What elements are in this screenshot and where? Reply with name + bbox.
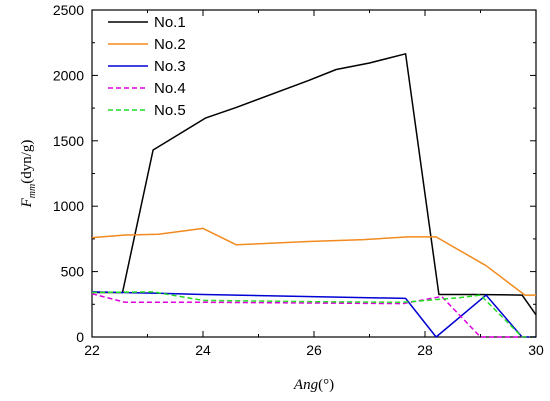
x-tick-label: 24 <box>195 342 211 358</box>
y-tick-label: 1500 <box>53 133 84 149</box>
legend-label-no5: No.5 <box>154 102 186 119</box>
legend-label-no4: No.4 <box>154 80 186 97</box>
series-line-no5 <box>91 291 536 338</box>
x-tick-label: 22 <box>84 342 100 358</box>
y-tick-label: 500 <box>61 264 85 280</box>
x-axis-title: Ang(°) <box>293 377 334 393</box>
legend-label-no3: No.3 <box>154 58 186 75</box>
legend-label-no2: No.2 <box>154 36 186 53</box>
x-tick-label: 28 <box>417 342 433 358</box>
series-line-no3 <box>91 291 536 338</box>
axes-layer: 22 24 26 28 30 0 500 1000 1500 2000 2500 <box>53 2 544 358</box>
series-line-no1 <box>92 53 537 316</box>
x-tick-label: 26 <box>306 342 322 358</box>
x-tick-label: 30 <box>528 342 544 358</box>
y-tick-label: 2000 <box>53 67 84 83</box>
series-line-no4 <box>91 293 536 338</box>
series-line-no2 <box>91 227 536 296</box>
y-tick-label: 0 <box>76 329 84 345</box>
y-axis-title: Fmm(dyn/g) <box>19 140 38 209</box>
y-tick-label: 1000 <box>53 198 84 214</box>
legend: No.1 No.2 No.3 No.4 No.5 <box>108 14 186 119</box>
legend-label-no1: No.1 <box>154 14 186 31</box>
series-layer <box>91 53 537 338</box>
y-tick-label: 2500 <box>53 2 84 18</box>
